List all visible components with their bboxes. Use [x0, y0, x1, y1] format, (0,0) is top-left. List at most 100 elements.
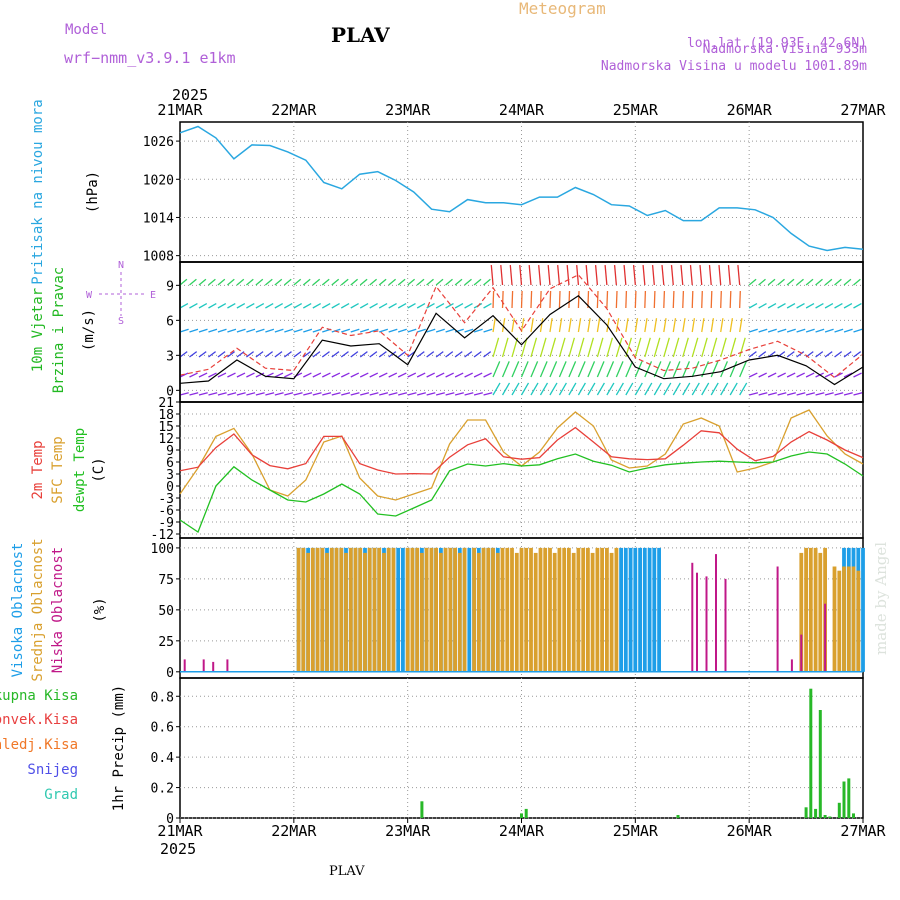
- wind-arrow: [528, 265, 532, 286]
- wind-arrow: [720, 318, 724, 333]
- watermark: made by Angel: [872, 542, 890, 655]
- cloud-bar: [315, 547, 320, 672]
- wind-arrow: [758, 328, 768, 333]
- cloud-bar: [804, 547, 808, 672]
- wind-arrow: [369, 392, 379, 396]
- wind-arrow: [255, 278, 264, 286]
- y-tick-label: 0.6: [151, 721, 174, 736]
- day-label-top: 21MAR: [157, 101, 203, 119]
- wind-arrow: [615, 361, 624, 378]
- wind-arrow: [407, 372, 417, 378]
- wind-arrow: [530, 361, 539, 378]
- wind-arrow: [483, 303, 492, 309]
- cloud-bar: [846, 566, 851, 672]
- wind-arrow: [568, 318, 572, 333]
- wind-arrow: [786, 351, 795, 358]
- wind-arrow: [303, 328, 313, 333]
- precip-legend-item: Zaledj.Kisa: [0, 737, 78, 753]
- cloud-bar: [595, 547, 600, 672]
- compass-n: N: [118, 260, 124, 271]
- cloud-bar: [514, 552, 519, 672]
- wind-arrow: [198, 328, 208, 333]
- wind-arrow: [236, 278, 245, 286]
- temp-unit-label: (C): [91, 457, 107, 482]
- wind-arrow: [843, 328, 853, 333]
- wind-arrow: [557, 265, 561, 286]
- wind-arrow: [340, 372, 350, 378]
- wind-arrow: [322, 372, 331, 378]
- cloud-bar: [856, 570, 861, 672]
- wind-arrow: [615, 337, 623, 358]
- day-label-bottom: 21MAR: [157, 822, 203, 840]
- wind-arrow: [749, 392, 759, 396]
- y-tick-label: 0.2: [151, 782, 174, 797]
- wind-arrow: [558, 361, 567, 378]
- cloud-bar: [538, 547, 543, 672]
- wind-arrow: [634, 361, 643, 378]
- wind-arrow: [547, 265, 551, 286]
- y-tick-label: 1014: [143, 211, 174, 226]
- precip-bar: [818, 710, 822, 818]
- wind-arrow: [416, 351, 425, 358]
- wind-arrow: [539, 290, 542, 309]
- wind-arrow: [483, 392, 493, 396]
- y-tick-label: 18: [158, 408, 174, 423]
- wind-arrow: [198, 372, 208, 378]
- day-label-top: 25MAR: [613, 101, 659, 119]
- wind-arrow: [492, 337, 500, 358]
- y-tick-label: 6: [166, 456, 174, 471]
- wind-arrow: [359, 372, 369, 378]
- lonlat-label: lon,lat (19.93E, 42.6N): [687, 36, 867, 51]
- wind-arrow: [217, 392, 227, 396]
- wind-arrow: [653, 337, 661, 358]
- wind-arrow: [549, 290, 552, 309]
- cloud-bar: [424, 547, 429, 672]
- wind-arrow: [500, 265, 504, 286]
- wind-arrow: [189, 351, 198, 358]
- wind-arrow: [378, 372, 388, 378]
- wind-arrow: [587, 382, 596, 396]
- wind-arrow: [360, 328, 370, 333]
- wind-arrow: [350, 392, 360, 396]
- cloud-axis-label-high: Visoka Oblacnost: [10, 543, 26, 678]
- wind-arrow: [682, 318, 686, 333]
- wind-arrow: [568, 337, 576, 358]
- cloud-bar: [439, 552, 443, 672]
- cloud-bar: [832, 566, 837, 672]
- model-name: wrf−nmm_v3.9.1 e1km: [64, 49, 236, 67]
- cloud-bar: [628, 547, 633, 672]
- wind-arrow: [729, 318, 734, 333]
- wind-arrow: [293, 303, 303, 309]
- wind-arrow: [265, 392, 275, 396]
- cloud-bar: [382, 552, 386, 672]
- wind-arrow: [853, 328, 863, 333]
- precip-bar: [847, 778, 851, 818]
- precip-legend-item: Konvek.Kisa: [0, 712, 78, 728]
- wind-arrow: [302, 351, 311, 358]
- wind-arrow: [824, 351, 833, 358]
- wind-arrow: [815, 303, 824, 309]
- cloud-bar: [861, 547, 865, 672]
- wind-arrow: [265, 303, 274, 309]
- precip-bar: [524, 808, 528, 818]
- wind-arrow: [710, 318, 715, 333]
- wind-arrow: [691, 318, 696, 333]
- cloud-bar: [529, 547, 533, 672]
- cloud-bar: [310, 547, 315, 672]
- cloud-bar-low: [183, 659, 186, 672]
- cloud-bar-low: [824, 603, 827, 672]
- wind-arrow: [710, 361, 719, 378]
- wind-arrow: [483, 278, 491, 286]
- precip-bar: [420, 801, 424, 818]
- wind-arrow: [777, 328, 787, 333]
- wind-arrow: [198, 392, 208, 396]
- wind-arrow: [378, 303, 388, 309]
- wind-arrow: [379, 328, 389, 333]
- wind-arrow: [435, 328, 445, 333]
- wind-arrow: [255, 303, 265, 309]
- cloud-bar: [453, 547, 457, 672]
- wind-arrow: [758, 303, 767, 309]
- wind-arrow: [331, 328, 341, 333]
- wind-arrow: [596, 290, 599, 309]
- meteogram-label: Meteogram: [519, 0, 606, 18]
